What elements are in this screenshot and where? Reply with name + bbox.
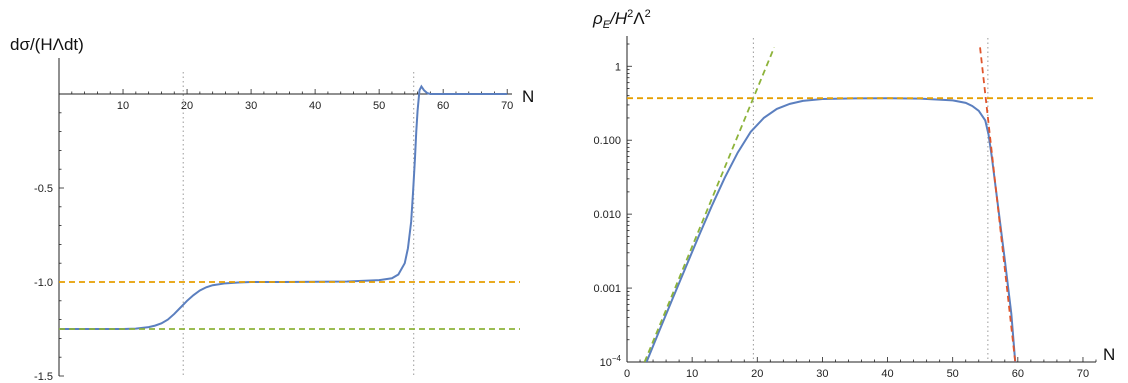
y-tick-label: 0.010 <box>593 209 621 221</box>
series-line-0 <box>59 84 508 330</box>
x-axis-title: N <box>1103 345 1115 364</box>
x-tick-label: 70 <box>1077 368 1089 380</box>
y-axis-title-part: ρ <box>592 9 603 28</box>
x-tick-label: 20 <box>181 100 193 112</box>
x-tick-label: 10 <box>117 100 129 112</box>
y-tick-label: 0.100 <box>593 135 621 147</box>
y-tick-label-exponent: −4 <box>612 354 622 363</box>
y-tick-label: 10−4 <box>600 354 622 369</box>
x-tick-label: 30 <box>245 100 257 112</box>
y-tick-label: 1 <box>615 61 621 73</box>
y-axis-title-part: 2 <box>645 8 651 20</box>
x-tick-label: 60 <box>437 100 449 112</box>
x-tick-label: 30 <box>816 368 828 380</box>
left-chart: 10 20 30 40 50 60 70 -0.5 -1.0 -1.5 dσ/(HΛdt) N <box>10 35 534 383</box>
x-tick-label: 40 <box>309 100 321 112</box>
x-tick-label: 60 <box>1012 368 1024 380</box>
y-tick-label: 0.001 <box>593 283 621 295</box>
x-tick-label: 70 <box>501 100 513 112</box>
x-tick-label: 20 <box>751 368 763 380</box>
y-tick-label: -1.5 <box>34 371 53 383</box>
y-axis-title-part: Λ <box>633 9 645 28</box>
series-line-2 <box>643 47 776 362</box>
right-chart: 0 10 20 30 40 50 60 7010.1000.0100.00110−4ρE/H2… <box>592 8 1115 380</box>
series-line-3 <box>979 47 1017 362</box>
y-axis-title: dσ/(HΛdt) <box>10 35 84 54</box>
y-tick-label: -1.0 <box>34 277 53 289</box>
x-tick-label: 10 <box>686 368 698 380</box>
x-axis-title: N <box>522 87 534 106</box>
x-tick-label: 50 <box>947 368 959 380</box>
x-tick-label: 0 <box>624 368 630 380</box>
series-line-0 <box>645 97 1017 362</box>
x-tick-label: 40 <box>881 368 893 380</box>
y-axis-title: ρE/H2Λ2 <box>592 8 651 31</box>
y-axis-title-part: /H <box>609 9 628 28</box>
x-tick-label: 50 <box>373 100 385 112</box>
y-tick-label: -0.5 <box>34 183 53 195</box>
y-tick-label-base: 10 <box>600 357 612 369</box>
y-axis-title-part: E <box>603 19 611 31</box>
y-axis-title-part: 2 <box>627 8 633 20</box>
